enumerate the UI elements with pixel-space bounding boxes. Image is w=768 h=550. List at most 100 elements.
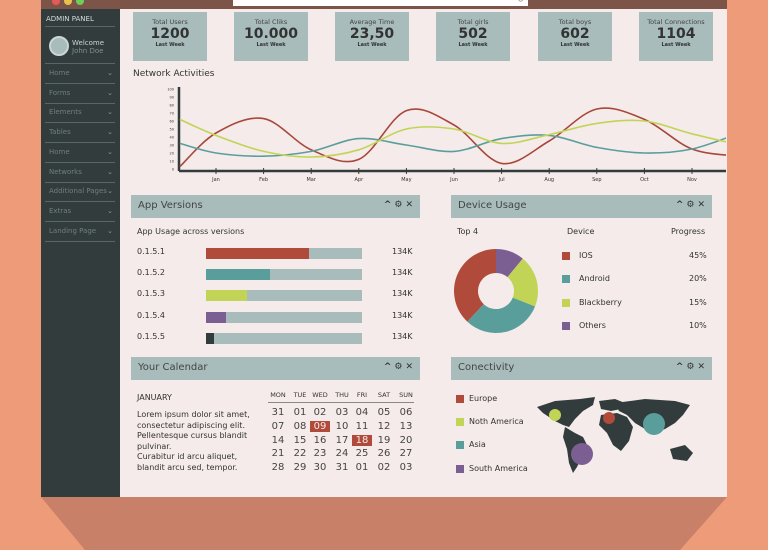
version-value: 134K: [392, 247, 413, 256]
calendar-day[interactable]: 07: [271, 420, 285, 432]
calendar-day[interactable]: 02: [377, 462, 391, 474]
sidebar-item-home[interactable]: Home ⌄: [45, 64, 115, 84]
y-tick-label: 70: [170, 112, 174, 116]
device-progress: 20%: [689, 274, 707, 284]
collapse-icon[interactable]: ^: [675, 200, 687, 210]
calendar-note-line: Curabitur id arcu aliquet,: [137, 452, 238, 461]
calendar-day[interactable]: 13: [399, 420, 413, 432]
calendar-day[interactable]: 24: [335, 448, 349, 460]
calendar-day[interactable]: 26: [377, 448, 391, 460]
calendar-day[interactable]: 04: [355, 407, 369, 418]
weekday-header: TUE: [293, 391, 307, 399]
stat-value: 23,50: [349, 26, 395, 42]
divider: [268, 402, 414, 403]
reload-icon[interactable]: ↻: [517, 0, 524, 4]
calendar-day[interactable]: 01: [293, 407, 307, 418]
calendar-month: JANUARY: [137, 393, 172, 402]
stat-card: Average Time 23,50 Last Week: [335, 12, 409, 61]
calendar-day[interactable]: 31: [335, 462, 349, 474]
chevron-down-icon: ⌄: [107, 206, 113, 215]
y-tick-label: 80: [170, 104, 174, 108]
sidebar-item-label: Home: [49, 147, 70, 156]
calendar-day[interactable]: 08: [293, 420, 307, 432]
calendar-day[interactable]: 16: [313, 434, 327, 446]
calendar-day[interactable]: 20: [399, 434, 413, 446]
donut-slice: [496, 249, 523, 278]
legend-swatch: [456, 395, 464, 403]
gear-icon[interactable]: ⚙: [394, 362, 406, 372]
calendar-day[interactable]: 03: [399, 462, 413, 474]
version-label: 0.1.5.4: [137, 310, 165, 320]
minimize-window-button[interactable]: [64, 0, 72, 5]
address-bar[interactable]: ↻: [233, 0, 528, 6]
sidebar-item-label: Forms: [49, 88, 71, 97]
calendar-day[interactable]: 22: [293, 448, 307, 460]
chevron-down-icon: ⌄: [107, 88, 113, 97]
calendar-day[interactable]: 30: [313, 462, 327, 474]
collapse-icon[interactable]: ^: [383, 200, 395, 210]
stat-value: 10.000: [243, 26, 299, 42]
sidebar-item-extras[interactable]: Extras ⌄: [45, 202, 115, 222]
sidebar-item-landing-page[interactable]: Landing Page ⌄: [45, 222, 115, 242]
calendar-day[interactable]: 15: [293, 434, 307, 446]
calendar-day[interactable]: 12: [377, 420, 391, 432]
stat-value: 1104: [656, 26, 696, 42]
close-icon[interactable]: ✕: [405, 362, 416, 372]
calendar-day[interactable]: 18: [352, 434, 372, 446]
stat-label: Total girls: [457, 18, 489, 26]
x-tick-label: Sep: [592, 177, 601, 183]
calendar-day[interactable]: 01: [355, 462, 369, 474]
calendar-day[interactable]: 14: [271, 434, 285, 446]
sidebar-item-additional-pages[interactable]: Additional Pages ⌄: [45, 182, 115, 203]
calendar-day[interactable]: 10: [335, 420, 349, 432]
calendar-day[interactable]: 23: [313, 448, 327, 460]
calendar-day[interactable]: 28: [271, 462, 285, 474]
legend-swatch: [562, 321, 570, 330]
calendar-day[interactable]: 25: [355, 448, 369, 460]
gear-icon[interactable]: ⚙: [394, 200, 406, 210]
y-tick-label: 40: [170, 136, 174, 140]
bar-fill: [206, 269, 270, 281]
calendar-day[interactable]: 09: [310, 420, 330, 432]
calendar-day[interactable]: 05: [377, 407, 391, 418]
calendar-day[interactable]: 17: [335, 434, 349, 446]
welcome-text: Welcome: [72, 39, 105, 47]
calendar-day[interactable]: 27: [399, 448, 413, 460]
calendar-day[interactable]: 02: [313, 407, 327, 418]
close-icon[interactable]: ✕: [697, 362, 708, 372]
close-window-button[interactable]: [52, 0, 60, 5]
bar-fill: [206, 248, 309, 259]
calendar-day[interactable]: 31: [271, 407, 285, 418]
y-tick-label: 60: [170, 120, 174, 124]
sidebar-item-label: Elements: [49, 108, 82, 117]
chevron-down-icon: ⌄: [107, 128, 113, 137]
calendar-note-line: blandit arcu sed, tempor.: [137, 462, 238, 472]
sidebar-item-tables[interactable]: Tables ⌄: [45, 123, 115, 144]
maximize-window-button[interactable]: [76, 0, 84, 5]
calendar-day[interactable]: 19: [377, 434, 391, 446]
gear-icon[interactable]: ⚙: [686, 200, 698, 210]
stat-label: Average Time: [349, 18, 395, 26]
close-icon[interactable]: ✕: [405, 200, 416, 210]
calendar-day[interactable]: 29: [293, 462, 307, 474]
sidebar-item-forms[interactable]: Forms ⌄: [45, 84, 115, 104]
sidebar-item-elements[interactable]: Elements ⌄: [45, 103, 115, 124]
stat-card: Total Connections 1104 Last Week: [639, 12, 713, 61]
collapse-icon[interactable]: ^: [383, 362, 395, 372]
device-column-header: Device: [567, 227, 595, 236]
chevron-down-icon: ⌄: [107, 167, 113, 176]
stat-label: Total Connections: [647, 18, 705, 26]
close-icon[interactable]: ✕: [697, 200, 708, 210]
sidebar-item-networks[interactable]: Networks ⌄: [45, 163, 115, 183]
calendar-day[interactable]: 11: [355, 420, 369, 432]
sidebar-item-home[interactable]: Home ⌄: [45, 143, 115, 163]
collapse-icon[interactable]: ^: [675, 362, 687, 372]
donut-slice: [454, 249, 496, 322]
calendar-day[interactable]: 06: [399, 407, 413, 418]
legend-swatch: [562, 275, 570, 284]
stat-card: Total boys 602 Last Week: [538, 12, 612, 61]
stat-card: Total Cliks 10.000 Last Week: [234, 12, 308, 61]
gear-icon[interactable]: ⚙: [686, 362, 698, 372]
calendar-day[interactable]: 03: [335, 407, 349, 418]
calendar-day[interactable]: 21: [271, 448, 285, 460]
